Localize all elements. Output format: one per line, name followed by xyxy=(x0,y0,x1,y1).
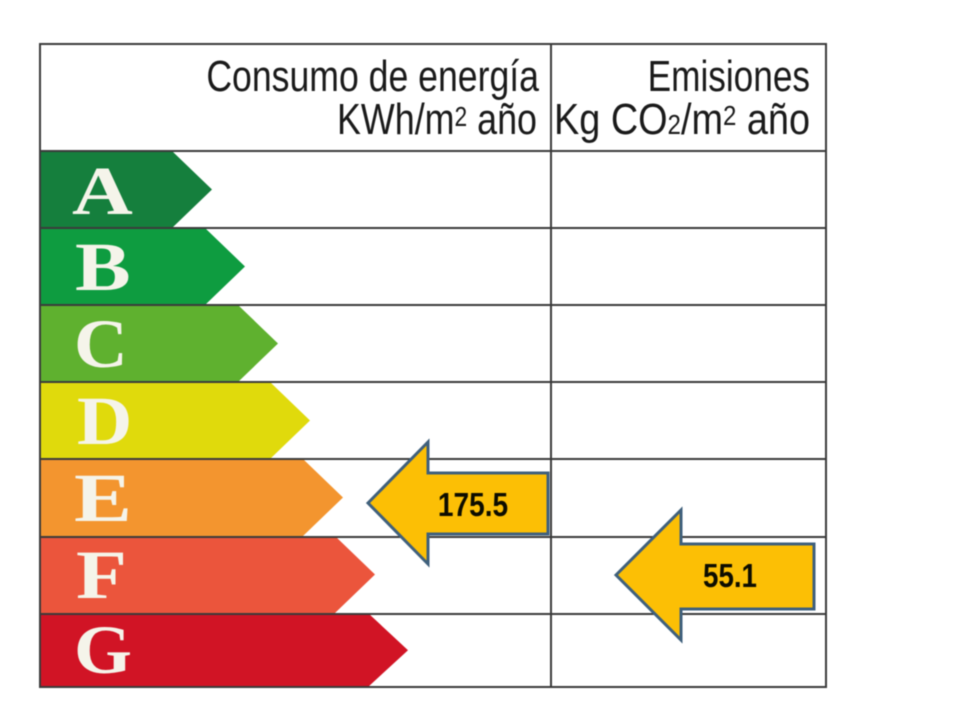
svg-text:A: A xyxy=(72,152,133,229)
svg-text:E: E xyxy=(74,459,132,535)
svg-text:KWh/m2 año: KWh/m2 año xyxy=(337,95,537,144)
svg-text:Kg CO2/m2 año: Kg CO2/m2 año xyxy=(554,94,810,143)
svg-text:175.5: 175.5 xyxy=(438,487,508,524)
svg-text:Consumo de energía: Consumo de energía xyxy=(206,53,539,101)
svg-text:C: C xyxy=(74,306,128,383)
svg-text:D: D xyxy=(77,382,132,459)
svg-text:B: B xyxy=(75,229,131,306)
svg-text:F: F xyxy=(76,537,127,614)
svg-text:G: G xyxy=(74,612,132,689)
svg-text:Emisiones: Emisiones xyxy=(648,52,810,101)
svg-text:55.1: 55.1 xyxy=(703,558,757,595)
